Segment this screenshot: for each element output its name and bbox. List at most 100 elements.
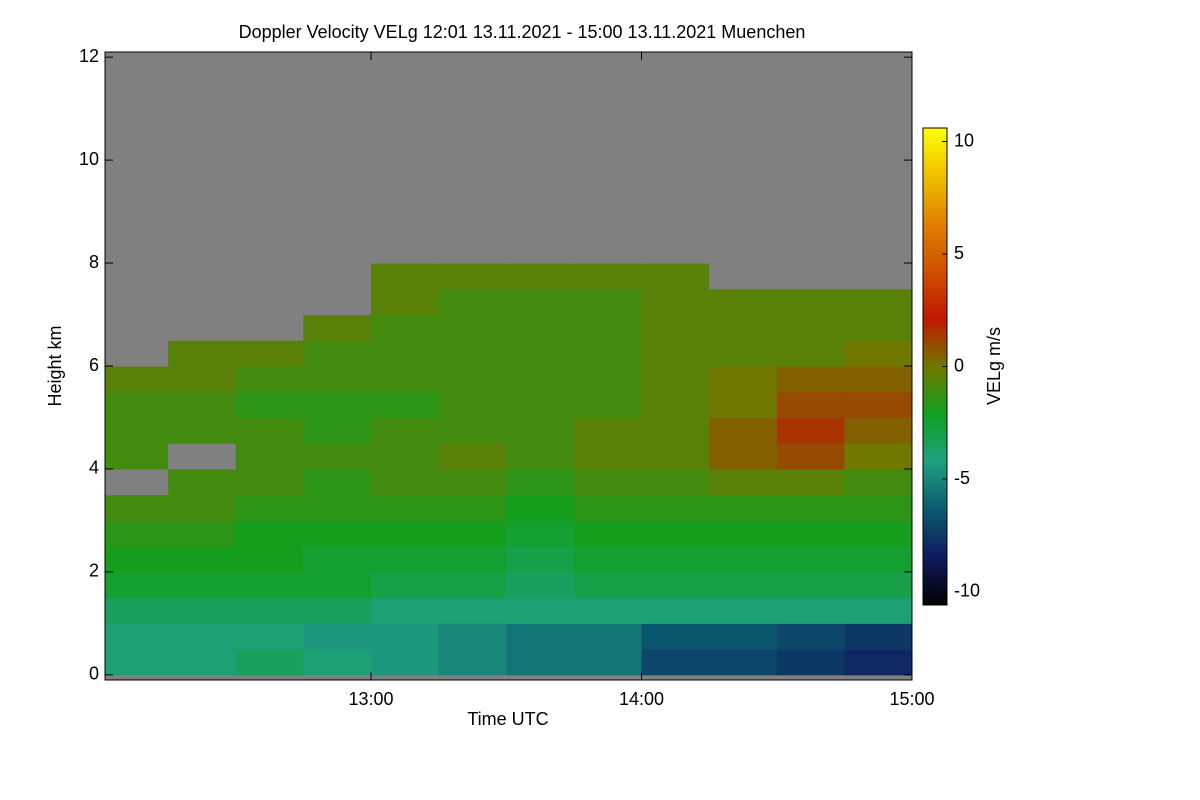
heatmap-cell [370, 340, 440, 367]
heatmap-cell [303, 185, 372, 213]
heatmap-cell [105, 597, 169, 624]
heatmap-cell [776, 185, 845, 213]
chart-title: Doppler Velocity VELg 12:01 13.11.2021 -… [239, 22, 806, 42]
heatmap-cell [709, 520, 778, 547]
heatmap-cell [235, 494, 304, 521]
heatmap-cell [370, 237, 440, 264]
heatmap-cell [235, 82, 304, 110]
heatmap-cell [573, 108, 642, 135]
heatmap-cell [105, 417, 169, 444]
heatmap-cell [844, 82, 912, 110]
heatmap-cell [776, 494, 845, 521]
heatmap-cell [370, 468, 440, 496]
y-tick-label: 6 [89, 355, 99, 375]
heatmap-cell [370, 623, 440, 650]
colorbar-tick-label: 5 [954, 243, 964, 263]
heatmap-cell [235, 237, 304, 264]
heatmap-cell [641, 571, 710, 599]
heatmap-cell [506, 571, 575, 599]
heatmap-cell [776, 443, 845, 470]
heatmap-cell [776, 314, 845, 341]
heatmap-cell [105, 468, 169, 496]
heatmap-cell [235, 520, 304, 547]
heatmap-cell [303, 391, 372, 418]
heatmap-cell [235, 160, 304, 187]
heatmap-cell [776, 366, 845, 393]
heatmap-cell [506, 263, 575, 290]
heatmap-cell [168, 185, 237, 213]
heatmap-cell [370, 314, 440, 341]
heatmap-cell [641, 468, 710, 496]
heatmap-cell [438, 366, 507, 393]
heatmap-cell [303, 443, 372, 470]
heatmap-cell [105, 134, 169, 161]
heatmap-cell [105, 571, 169, 599]
heatmap-cell [776, 649, 845, 676]
heatmap-cell [641, 366, 710, 393]
heatmap-cell [168, 237, 237, 264]
heatmap-cell [105, 108, 169, 135]
colorbar-tick-label: -10 [954, 580, 980, 600]
heatmap-cell [709, 443, 778, 470]
heatmap-cell [168, 288, 237, 316]
heatmap-cell [168, 417, 237, 444]
heatmap-cell [709, 108, 778, 135]
heatmap-cell [235, 211, 304, 238]
heatmap-cell [506, 211, 575, 238]
heatmap-cell [168, 211, 237, 238]
heatmap-cell [370, 520, 440, 547]
heatmap-cell [235, 649, 304, 676]
heatmap-cell [776, 546, 845, 573]
heatmap-cell [573, 134, 642, 161]
heatmap-cell [709, 263, 778, 290]
heatmap-cell [370, 391, 440, 418]
heatmap-cell [303, 211, 372, 238]
heatmap-cell [573, 417, 642, 444]
heatmap-cell [235, 57, 304, 84]
heatmap-cell [573, 494, 642, 521]
y-tick-label: 10 [79, 149, 99, 169]
heatmap-cell [506, 288, 575, 316]
heatmap-cell [641, 623, 710, 650]
heatmap-cell [370, 571, 440, 599]
heatmap-cell [438, 314, 507, 341]
heatmap-cell [776, 211, 845, 238]
heatmap-cell [168, 520, 237, 547]
heatmap-cell [506, 623, 575, 650]
heatmap-cell [235, 597, 304, 624]
heatmap-cell [641, 211, 710, 238]
heatmap-cell [370, 108, 440, 135]
heatmap-cell [776, 391, 845, 418]
heatmap-cell [168, 468, 237, 496]
heatmap-cell [776, 288, 845, 316]
heatmap-cell [709, 340, 778, 367]
heatmap-cell [844, 391, 912, 418]
heatmap-cell [105, 288, 169, 316]
heatmap-cell [709, 417, 778, 444]
heatmap-cell [168, 623, 237, 650]
heatmap-cell [573, 520, 642, 547]
heatmap-cell [370, 57, 440, 84]
heatmap-cell [573, 314, 642, 341]
heatmap-cell [709, 546, 778, 573]
heatmap-cell [303, 314, 372, 341]
heatmap-cell [844, 571, 912, 599]
heatmap-cell [370, 649, 440, 676]
heatmap-cell [303, 520, 372, 547]
heatmap-cell [709, 366, 778, 393]
heatmap-cell [168, 108, 237, 135]
heatmap-cell [641, 160, 710, 187]
heatmap-cell [303, 649, 372, 676]
heatmap-cell [105, 314, 169, 341]
y-tick-label: 8 [89, 252, 99, 272]
heatmap-cell [370, 263, 440, 290]
heatmap-cell [506, 546, 575, 573]
heatmap-cell [370, 185, 440, 213]
heatmap-cell [168, 494, 237, 521]
heatmap-cell [438, 520, 507, 547]
heatmap-cell [844, 340, 912, 367]
heatmap-cell [235, 134, 304, 161]
heatmap-cell [506, 366, 575, 393]
heatmap-cell [438, 108, 507, 135]
heatmap-cell [776, 623, 845, 650]
